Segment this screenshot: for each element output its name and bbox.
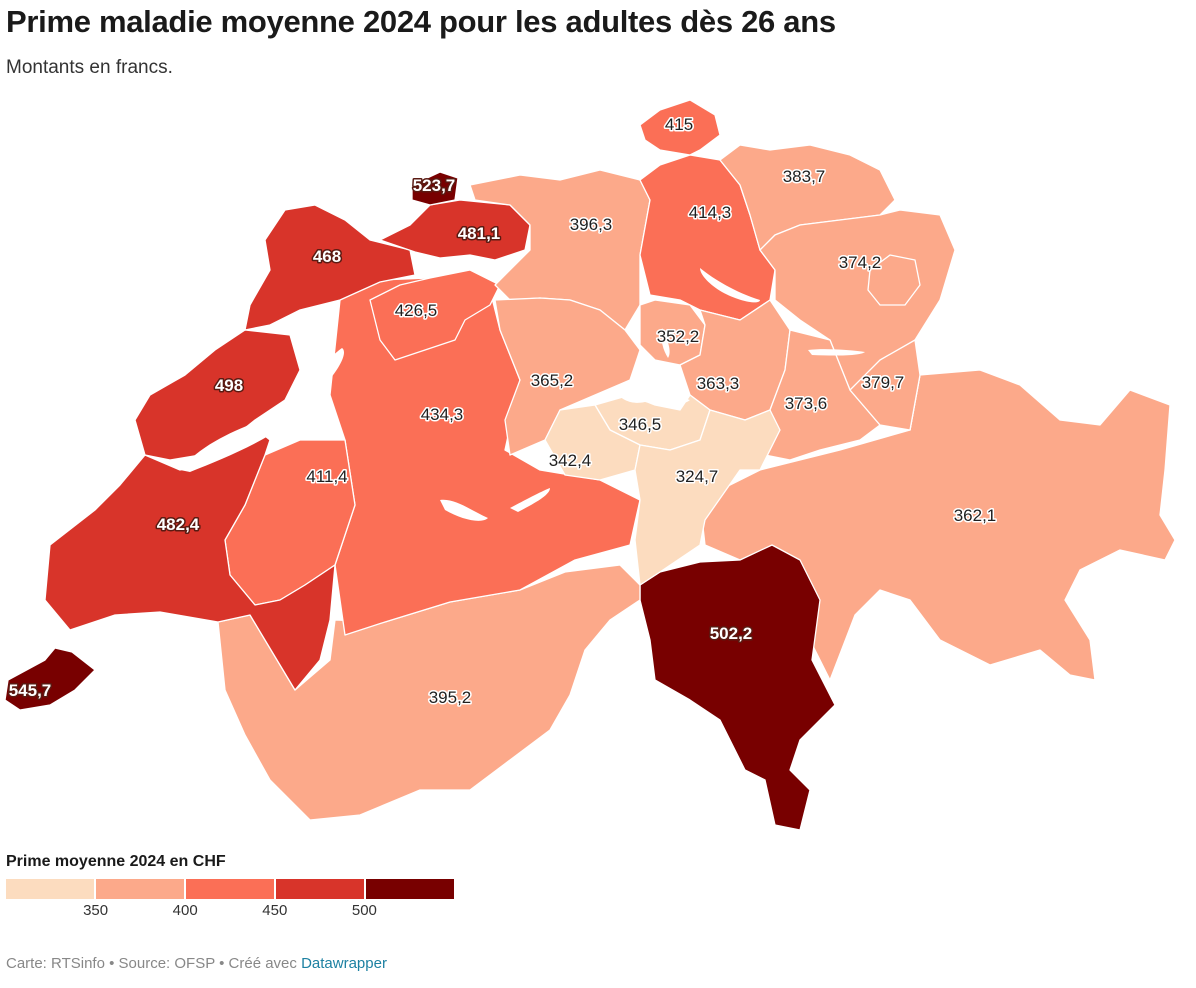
canton-vd[interactable] [44,419,336,691]
value-label-tg: 383,7 [783,167,826,186]
canton-zh[interactable] [639,154,776,321]
value-label-nw: 346,5 [619,415,662,434]
page-title: Prime maladie moyenne 2024 pour les adul… [6,4,836,39]
lake-walen [808,349,865,356]
value-label-zg: 352,2 [657,327,700,346]
value-label-sg: 374,2 [839,253,882,272]
canton-ju[interactable] [244,204,416,331]
legend-tick: 450 [262,902,288,919]
canton-ti[interactable] [639,544,836,831]
canton-ge[interactable] [4,647,96,711]
lake-zurich [700,268,760,303]
canton-vs[interactable] [217,564,641,821]
value-label-gl: 373,6 [785,394,828,413]
legend-tick: 350 [83,902,109,919]
switzerland-map: 362,1 502,2 395,2 434,3 411,4 482,4 545,… [4,99,1176,831]
value-label-bs: 523,7 [413,176,456,195]
legend-tick: 400 [172,902,198,919]
legend-title: Prime moyenne 2024 en CHF [6,853,226,870]
value-label-bl: 481,1 [458,224,501,243]
legend-swatch-3 [186,879,274,899]
value-label-sz: 363,3 [697,374,740,393]
value-label-vs: 395,2 [429,688,472,707]
value-label-ju: 468 [313,247,341,266]
value-label-be: 434,3 [421,405,464,424]
value-label-ur: 324,7 [676,467,719,486]
canton-ur[interactable] [634,409,781,586]
value-label-gr: 362,1 [954,506,997,525]
canton-ne[interactable] [134,329,301,461]
value-label-ti: 502,2 [710,624,753,643]
canton-so[interactable] [369,269,501,361]
value-label-gr-north: 379,7 [862,373,905,392]
value-label-sh: 415 [665,115,693,134]
color-legend: Prime moyenne 2024 en CHF 350 400 450 50… [6,853,466,924]
lake-brienz [510,488,550,512]
value-label-vd: 482,4 [157,515,200,534]
legend-swatch-1 [6,879,94,899]
datawrapper-link[interactable]: Datawrapper [301,955,387,972]
canton-bl[interactable] [379,199,531,261]
legend-swatch-4 [276,879,364,899]
canton-sh[interactable] [639,99,721,156]
footer-credits: Carte: RTSinfo • Source: OFSP • Créé ave… [6,955,387,972]
lake-leman [180,418,277,472]
canton-ai-ar[interactable] [867,254,921,306]
canton-gl[interactable] [764,329,881,461]
legend-tick: 500 [351,902,377,919]
value-label-ow: 342,4 [549,451,592,470]
canton-gr-north[interactable] [849,339,921,431]
legend-ticks: 350 400 450 500 [6,902,454,924]
canton-lu[interactable] [494,297,641,456]
value-label-ag: 396,3 [570,215,613,234]
value-label-ge: 545,7 [9,681,52,700]
value-label-ne: 498 [215,376,243,395]
page-subtitle: Montants en francs. [6,57,173,78]
lake-thun [440,499,488,521]
value-label-zh: 414,3 [689,203,732,222]
value-label-lu: 365,2 [531,371,574,390]
lake-lucerne [615,381,690,406]
legend-color-bar [6,879,454,899]
lake-neuchatel [300,348,345,400]
footer-text: Carte: RTSinfo • Source: OFSP • Créé ave… [6,955,302,972]
canton-bs[interactable] [411,171,459,206]
value-label-fr: 411,4 [306,467,347,486]
legend-swatch-5 [366,879,454,899]
lake-zug [661,328,670,358]
value-label-so: 426,5 [395,301,438,320]
legend-swatch-2 [96,879,184,899]
